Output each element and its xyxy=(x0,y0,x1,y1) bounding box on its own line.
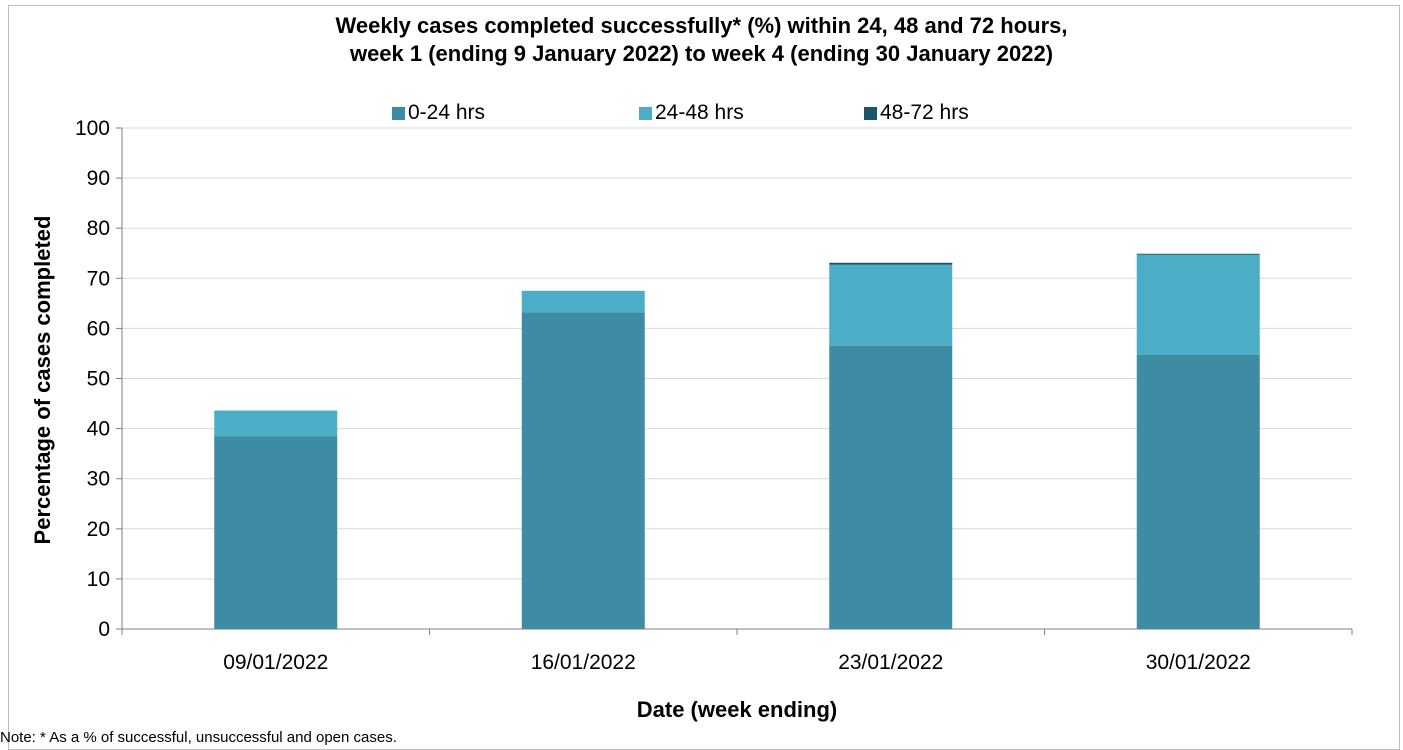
x-tick-label-0: 09/01/2022 xyxy=(223,651,328,674)
legend-label-0-24: 0-24 hrs xyxy=(408,101,486,124)
y-tick-label-10: 10 xyxy=(87,568,110,591)
bar-24-48 hrs-09/01/2022 xyxy=(214,410,338,437)
bar-48-72 hrs-30/01/2022 xyxy=(1136,253,1260,255)
legend-label-24-48: 24-48 hrs xyxy=(655,101,744,124)
x-tick-label-3: 30/01/2022 xyxy=(1146,651,1251,674)
y-axis-label: Percentage of cases completed xyxy=(30,215,55,545)
y-tick-label-0: 0 xyxy=(98,618,110,641)
y-tick-label-50: 50 xyxy=(87,368,110,391)
chart-title-line-1: Weekly cases completed successfully* (%)… xyxy=(335,13,1068,38)
chart-title-line-2: week 1 (ending 9 January 2022) to week 4… xyxy=(349,41,1054,66)
x-tick-label-1: 16/01/2022 xyxy=(531,651,636,674)
y-tick-label-20: 20 xyxy=(87,518,110,541)
y-tick-label-100: 100 xyxy=(75,117,110,140)
chart-legend: 0-24 hrs 24-48 hrs 48-72 hrs xyxy=(0,98,1403,128)
chart-note: Note: * As a % of successful, unsuccessf… xyxy=(0,729,397,746)
x-tick-label-2: 23/01/2022 xyxy=(838,651,943,674)
bar-24-48 hrs-23/01/2022 xyxy=(829,264,953,346)
y-tick-label-90: 90 xyxy=(87,167,110,190)
legend-swatch-0-24 xyxy=(392,107,405,120)
bar-24-48 hrs-30/01/2022 xyxy=(1136,254,1260,355)
bar-0-24 hrs-09/01/2022 xyxy=(214,436,338,629)
y-tick-label-30: 30 xyxy=(87,468,110,491)
y-tick-label-60: 60 xyxy=(87,317,110,340)
y-tick-label-80: 80 xyxy=(87,217,110,240)
bar-48-72 hrs-23/01/2022 xyxy=(829,262,953,265)
y-tick-label-70: 70 xyxy=(87,267,110,290)
bar-24-48 hrs-16/01/2022 xyxy=(521,290,645,313)
legend-swatch-48-72 xyxy=(864,107,877,120)
legend-label-48-72: 48-72 hrs xyxy=(880,101,969,124)
bar-0-24 hrs-30/01/2022 xyxy=(1136,354,1260,629)
bar-0-24 hrs-23/01/2022 xyxy=(829,345,953,629)
chart-title: Weekly cases completed successfully* (%)… xyxy=(0,12,1403,68)
bar-0-24 hrs-16/01/2022 xyxy=(521,312,645,629)
x-axis-label: Date (week ending) xyxy=(636,697,838,722)
legend-swatch-24-48 xyxy=(639,107,652,120)
y-tick-label-40: 40 xyxy=(87,418,110,441)
